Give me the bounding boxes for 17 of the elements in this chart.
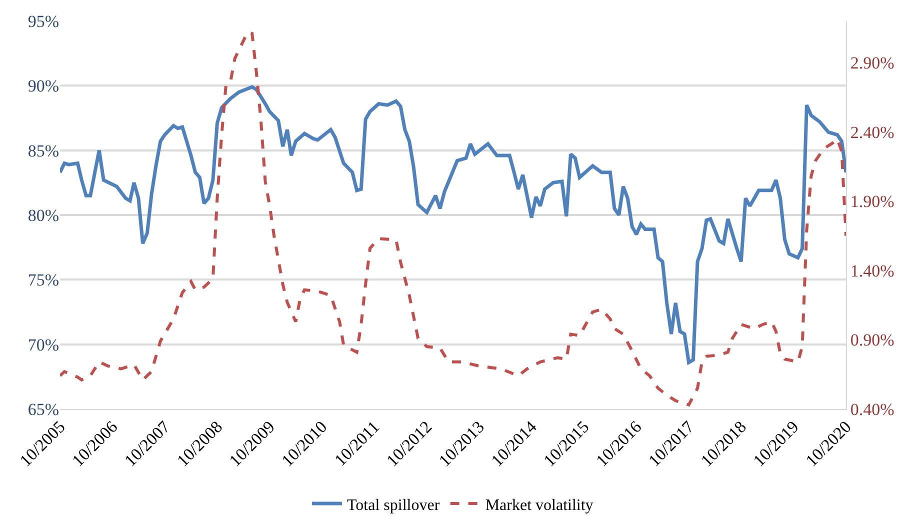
y2-tick-label: 0.90%: [850, 330, 894, 350]
y-tick-label: 85%: [28, 141, 59, 160]
legend-label: Market volatility: [485, 496, 594, 514]
legend-label: Total spillover: [347, 496, 440, 514]
y-tick-label: 80%: [28, 206, 59, 225]
y2-tick-label: 1.40%: [850, 261, 894, 280]
y-tick-label: 75%: [28, 270, 59, 290]
line-series: [60, 85, 846, 364]
y-tick-label: 70%: [28, 335, 59, 354]
y2-tick-label: 1.90%: [850, 192, 894, 212]
y2-tick-label: 2.40%: [850, 122, 894, 142]
y-tick-label: 90%: [28, 76, 59, 96]
y-tick-label: 95%: [28, 12, 59, 31]
y2-tick-label: 0.40%: [850, 400, 894, 419]
y2-tick-label: 2.90%: [850, 54, 894, 73]
y-tick-label: 65%: [28, 400, 59, 419]
line-series: [60, 30, 846, 406]
